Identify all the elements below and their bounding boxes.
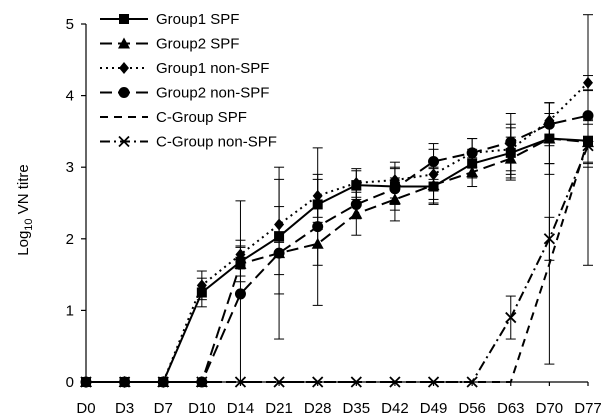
series-line (86, 145, 589, 383)
x-tick-label: D0 (76, 400, 95, 417)
legend-marker (119, 62, 129, 74)
legend-marker (119, 14, 129, 24)
data-point (466, 166, 479, 178)
y-tick-label: 5 (66, 16, 74, 33)
data-point (157, 376, 169, 388)
series-line (86, 137, 589, 383)
x-tick-label: D28 (304, 400, 332, 417)
y-tick-label: 1 (66, 302, 74, 319)
data-point (543, 118, 555, 130)
x-tick-label: D49 (420, 400, 448, 417)
legend-label: Group1 non-SPF (156, 60, 269, 77)
x-tick-label: D56 (458, 400, 486, 417)
series-line (86, 139, 589, 383)
x-tick-label: D3 (115, 400, 134, 417)
y-tick-label: 0 (66, 374, 74, 391)
legend-marker (118, 87, 130, 98)
data-point (428, 155, 440, 167)
y-tick-label: 3 (66, 159, 74, 176)
legend-label: C-Group non-SPF (156, 134, 277, 151)
data-point (80, 376, 92, 388)
data-point (389, 183, 401, 195)
data-point (389, 376, 401, 388)
y-tick-label: 2 (66, 231, 74, 248)
data-point (466, 147, 478, 159)
x-tick-label: D7 (154, 400, 173, 417)
data-point (427, 376, 440, 388)
data-point (351, 176, 362, 189)
data-point (234, 288, 246, 300)
legend-entry: C-Group non-SPF (100, 134, 277, 151)
x-tick-label: D63 (497, 400, 525, 417)
legend-label: C-Group SPF (156, 109, 247, 126)
data-point (350, 376, 362, 388)
data-point (350, 198, 362, 210)
legend-label: Group2 SPF (156, 36, 239, 53)
y-axis-label-main: Log (15, 231, 32, 256)
legend-entry: Group2 SPF (100, 36, 239, 53)
data-point (505, 136, 517, 148)
data-point (466, 376, 478, 388)
x-tick-label: D14 (227, 400, 255, 417)
data-point (312, 221, 324, 233)
legend-label: Group2 non-SPF (156, 85, 269, 102)
data-point (118, 376, 131, 388)
data-point (582, 140, 594, 152)
data-point (196, 279, 207, 292)
series-line (86, 81, 589, 383)
legend-entry: Group1 SPF (100, 11, 239, 28)
y-axis-label: Log10 VN titre (15, 164, 35, 255)
x-tick-label: D70 (536, 400, 564, 417)
data-point (196, 376, 208, 388)
data-point (543, 233, 556, 245)
series-line (86, 137, 589, 383)
x-tick-label: D21 (265, 400, 293, 417)
data-point (273, 247, 285, 259)
legend-marker (118, 37, 130, 49)
x-tick-label: D35 (343, 400, 371, 417)
y-axis-label-rest: VN titre (15, 164, 32, 218)
legend-entry: Group1 non-SPF (100, 60, 269, 77)
series-layer (80, 14, 594, 388)
series-6 (80, 123, 594, 388)
data-point (505, 311, 517, 324)
data-point (234, 376, 247, 388)
x-tick-label: D10 (188, 400, 216, 417)
y-axis-label-subscript: 10 (23, 218, 35, 230)
y-tick-label: 4 (66, 88, 74, 105)
legend: Group1 SPF Group2 SPF Group1 non-SPF Group2… (100, 11, 277, 151)
legend-label: Group1 SPF (156, 11, 239, 28)
legend-entry: C-Group SPF (100, 109, 247, 126)
data-point (273, 376, 285, 388)
legend-marker (118, 135, 130, 148)
x-tick-label: D77 (574, 400, 601, 417)
axes: 0 1 2 3 4 5 D0 D3 D7 D10 D14 D21 D28 D35 D42 D49 D56 D63 D… (66, 16, 601, 417)
legend-entry: Group2 non-SPF (100, 85, 269, 102)
data-point (312, 376, 324, 388)
x-tick-label: D42 (381, 400, 409, 417)
series-2 (80, 113, 594, 387)
